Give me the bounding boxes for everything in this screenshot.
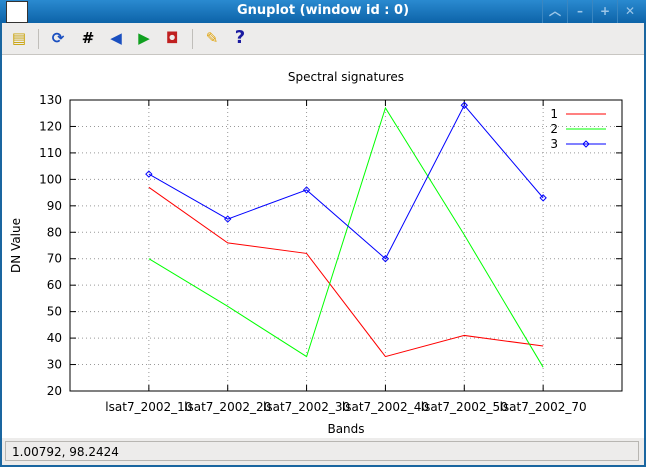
y-tick-label: 130: [39, 93, 62, 107]
separator: [192, 29, 193, 49]
zoom-back-icon[interactable]: ◀: [110, 29, 122, 47]
data-point: [381, 255, 390, 263]
x-tick-label: lsat7_2002_70: [500, 400, 587, 414]
minimize-button[interactable]: –: [567, 0, 592, 23]
y-tick-label: 80: [47, 225, 62, 239]
plot-border: [69, 99, 623, 392]
maximize-button[interactable]: +: [592, 0, 617, 23]
data-point: [460, 101, 468, 109]
y-tick-label: 70: [47, 252, 62, 266]
data-point: [302, 186, 311, 194]
data-point: [539, 194, 547, 202]
gnuplot-app-icon: [6, 1, 28, 23]
x-tick-label: lsat7_2002_50: [421, 400, 508, 414]
copy-clipboard-icon[interactable]: ▤: [11, 29, 27, 47]
status-bar: 1.00792, 98.2424: [2, 438, 644, 465]
window-title: Gnuplot (window id : 0): [236, 3, 410, 18]
y-tick-label: 50: [47, 305, 62, 319]
y-tick-label: 20: [47, 384, 62, 398]
y-tick-label: 60: [47, 278, 62, 292]
x-tick-label: lsat7_2002_40: [342, 400, 429, 414]
title-bar: Gnuplot (window id : 0) ︿ – + ✕: [0, 0, 646, 23]
y-tick-label: 120: [39, 119, 62, 133]
y-tick-label: 90: [47, 199, 62, 213]
legend-label: 1: [550, 107, 558, 121]
toolbar: ▤ ⟳ # ◀ ▶ ◘ ✎ ?: [2, 23, 644, 55]
data-point: [224, 215, 232, 223]
legend-label: 2: [550, 122, 558, 136]
y-tick-label: 40: [47, 331, 62, 345]
autoscale-icon[interactable]: ◘: [165, 29, 179, 47]
y-tick-label: 30: [47, 358, 62, 372]
plot-area[interactable]: 20 30 40 50 60 70 80 90 100 110 120 130 lsat7_2002_1…: [2, 55, 644, 438]
x-axis-label: Bands: [327, 422, 364, 436]
legend-label: 3: [550, 137, 558, 151]
separator: [38, 29, 39, 49]
grid-icon[interactable]: #: [81, 29, 95, 47]
zoom-forward-icon[interactable]: ▶: [138, 29, 150, 47]
mouse-coordinates: 1.00792, 98.2424: [5, 441, 639, 461]
data-point: [145, 170, 153, 178]
chart: 20 30 40 50 60 70 80 90 100 110 120 130 lsat7_2002_1…: [9, 70, 623, 436]
y-axis-label: DN Value: [9, 218, 23, 273]
x-tick-label: lsat7_2002_10: [105, 400, 192, 414]
legend-marker: [582, 140, 590, 148]
help-icon[interactable]: ?: [234, 27, 246, 48]
series-line-1: [148, 186, 544, 358]
y-tick-label: 110: [39, 146, 62, 160]
x-tick-label: lsat7_2002_20: [184, 400, 271, 414]
y-tick-label: 100: [39, 172, 62, 186]
close-button[interactable]: ✕: [617, 0, 642, 23]
replot-icon[interactable]: ⟳: [51, 29, 65, 47]
series-line-2: [148, 106, 544, 368]
chart-title: Spectral signatures: [288, 70, 404, 84]
wrench-icon[interactable]: ✎: [205, 29, 219, 47]
shade-button[interactable]: ︿: [542, 0, 567, 23]
x-tick-label: lsat7_2002_30: [263, 400, 350, 414]
series-line-3: [148, 104, 544, 260]
